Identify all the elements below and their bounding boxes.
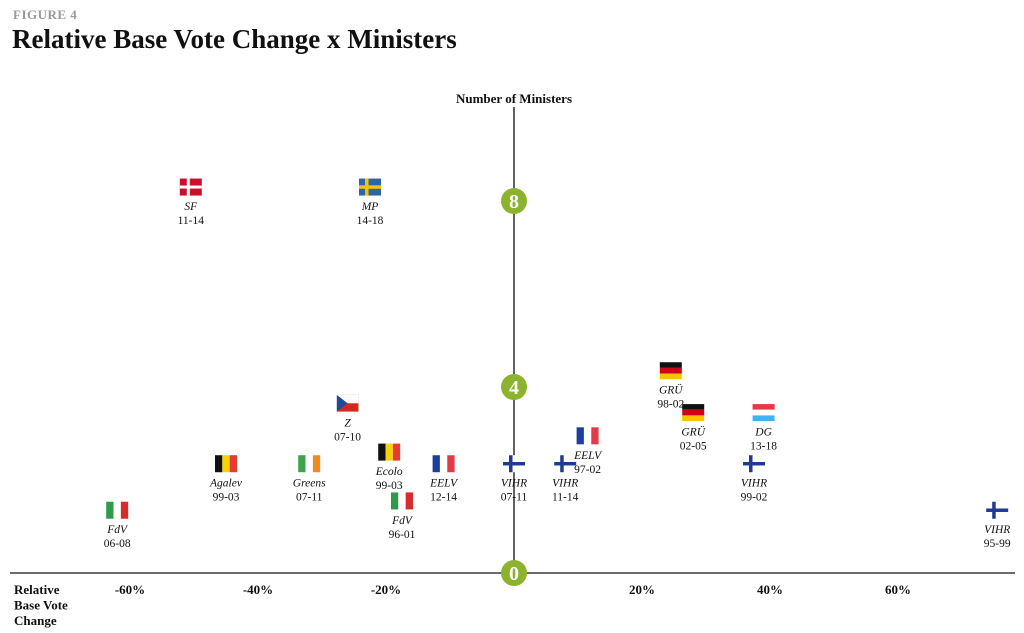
point-party-label: Agalev — [209, 478, 243, 490]
x-tick-label: -40% — [243, 582, 273, 597]
finland-flag — [503, 455, 525, 473]
y-tick-label: 8 — [509, 191, 519, 213]
point-party-label: FdV — [106, 524, 129, 536]
data-point: MP 14-18 — [357, 178, 384, 227]
sweden-flag — [359, 178, 381, 196]
point-party-label: GRÜ — [681, 424, 705, 439]
chart-axes: Number of Ministers Relative Base Vote Chan… — [10, 91, 1015, 628]
france-flag — [576, 427, 599, 445]
point-party-label: VIHR — [741, 478, 767, 490]
finland-flag — [743, 455, 765, 473]
point-period-label: 11-14 — [552, 492, 579, 504]
point-period-label: 99-03 — [213, 492, 240, 504]
data-point: EELV 12-14 — [429, 455, 459, 504]
y-axis-label: Number of Ministers — [456, 91, 572, 106]
chart-ticks: -60% -40% -20% 20% 40% 60% 0 4 8 — [115, 188, 911, 597]
point-period-label: 02-05 — [680, 441, 707, 453]
luxembourg-flag — [752, 404, 775, 422]
germany-flag — [659, 362, 682, 380]
x-axis-label: Relative Base Vote Change — [14, 582, 68, 628]
point-party-label: Z — [344, 417, 351, 429]
point-party-label: FdV — [391, 515, 414, 527]
point-period-label: 14-18 — [357, 215, 384, 227]
point-period-label: 95-99 — [984, 538, 1011, 550]
data-point: EELV 97-02 — [573, 427, 603, 476]
czechia-flag — [336, 394, 359, 413]
belgium-flag — [215, 455, 237, 473]
point-party-label: MP — [361, 201, 379, 213]
x-tick-label: 40% — [757, 582, 783, 597]
point-party-label: SF — [184, 201, 198, 213]
chart-title: Relative Base Vote Change x Ministers — [12, 24, 457, 54]
point-period-label: 13-18 — [750, 441, 777, 453]
italy-flag — [106, 501, 129, 519]
ireland-flag — [298, 455, 321, 473]
point-party-label: Greens — [293, 478, 326, 490]
point-party-label: GRÜ — [659, 382, 683, 397]
y-tick-label: 4 — [509, 377, 519, 399]
data-point: VIHR 11-14 — [552, 455, 579, 504]
point-period-label: 11-14 — [178, 215, 205, 227]
point-period-label: 07-11 — [501, 492, 528, 504]
data-point: FdV 96-01 — [389, 492, 416, 541]
data-point: FdV 06-08 — [104, 501, 131, 550]
data-point: Greens 07-11 — [293, 455, 326, 504]
finland-flag — [554, 455, 577, 473]
chart-points: SF 11-14 MP 14-18 Z 07-10 Ecolo 99-03 Agalev 99-0… — [104, 178, 1011, 550]
data-point: VIHR 99-02 — [741, 455, 768, 504]
data-point: GRÜ 02-05 — [680, 404, 707, 453]
y-tick-marker — [501, 374, 527, 400]
point-party-label: Ecolo — [375, 466, 403, 478]
italy-flag — [391, 492, 413, 510]
point-party-label: EELV — [573, 450, 603, 462]
data-point: GRÜ 98-02 — [657, 362, 684, 411]
y-tick-marker — [501, 560, 527, 586]
y-tick: 4 — [501, 374, 527, 400]
point-period-label: 12-14 — [430, 492, 457, 504]
data-point: VIHR 07-11 — [501, 455, 528, 504]
x-tick-label: 60% — [885, 582, 911, 597]
point-party-label: VIHR — [552, 478, 578, 490]
y-tick: 8 — [501, 188, 527, 214]
figure-label: FIGURE 4 — [13, 7, 78, 22]
data-point: Z 07-10 — [334, 394, 361, 443]
point-period-label: 07-11 — [296, 492, 323, 504]
point-party-label: VIHR — [984, 524, 1010, 536]
point-party-label: DG — [754, 427, 772, 439]
y-tick-label: 0 — [509, 563, 519, 585]
y-tick: 0 — [501, 560, 527, 586]
x-tick-label: -60% — [115, 582, 145, 597]
point-period-label: 96-01 — [389, 529, 416, 541]
point-period-label: 98-02 — [657, 399, 684, 411]
y-tick-marker — [501, 188, 527, 214]
point-period-label: 06-08 — [104, 538, 131, 550]
belgium-flag — [378, 443, 401, 461]
data-point: SF 11-14 — [178, 178, 205, 227]
point-party-label: VIHR — [501, 478, 527, 490]
germany-flag — [682, 404, 705, 422]
point-period-label: 97-02 — [574, 464, 601, 476]
point-party-label: EELV — [429, 478, 459, 490]
data-point: VIHR 95-99 — [984, 501, 1011, 550]
france-flag — [432, 455, 455, 473]
point-period-label: 99-03 — [376, 480, 403, 492]
denmark-flag — [179, 178, 202, 196]
finland-flag — [986, 501, 1009, 519]
data-point: DG 13-18 — [750, 404, 777, 453]
point-period-label: 07-10 — [334, 431, 361, 443]
data-point: Agalev 99-03 — [209, 455, 243, 504]
point-period-label: 99-02 — [741, 492, 768, 504]
data-point: Ecolo 99-03 — [375, 443, 403, 492]
x-tick-label: -20% — [371, 582, 401, 597]
x-tick-label: 20% — [629, 582, 655, 597]
